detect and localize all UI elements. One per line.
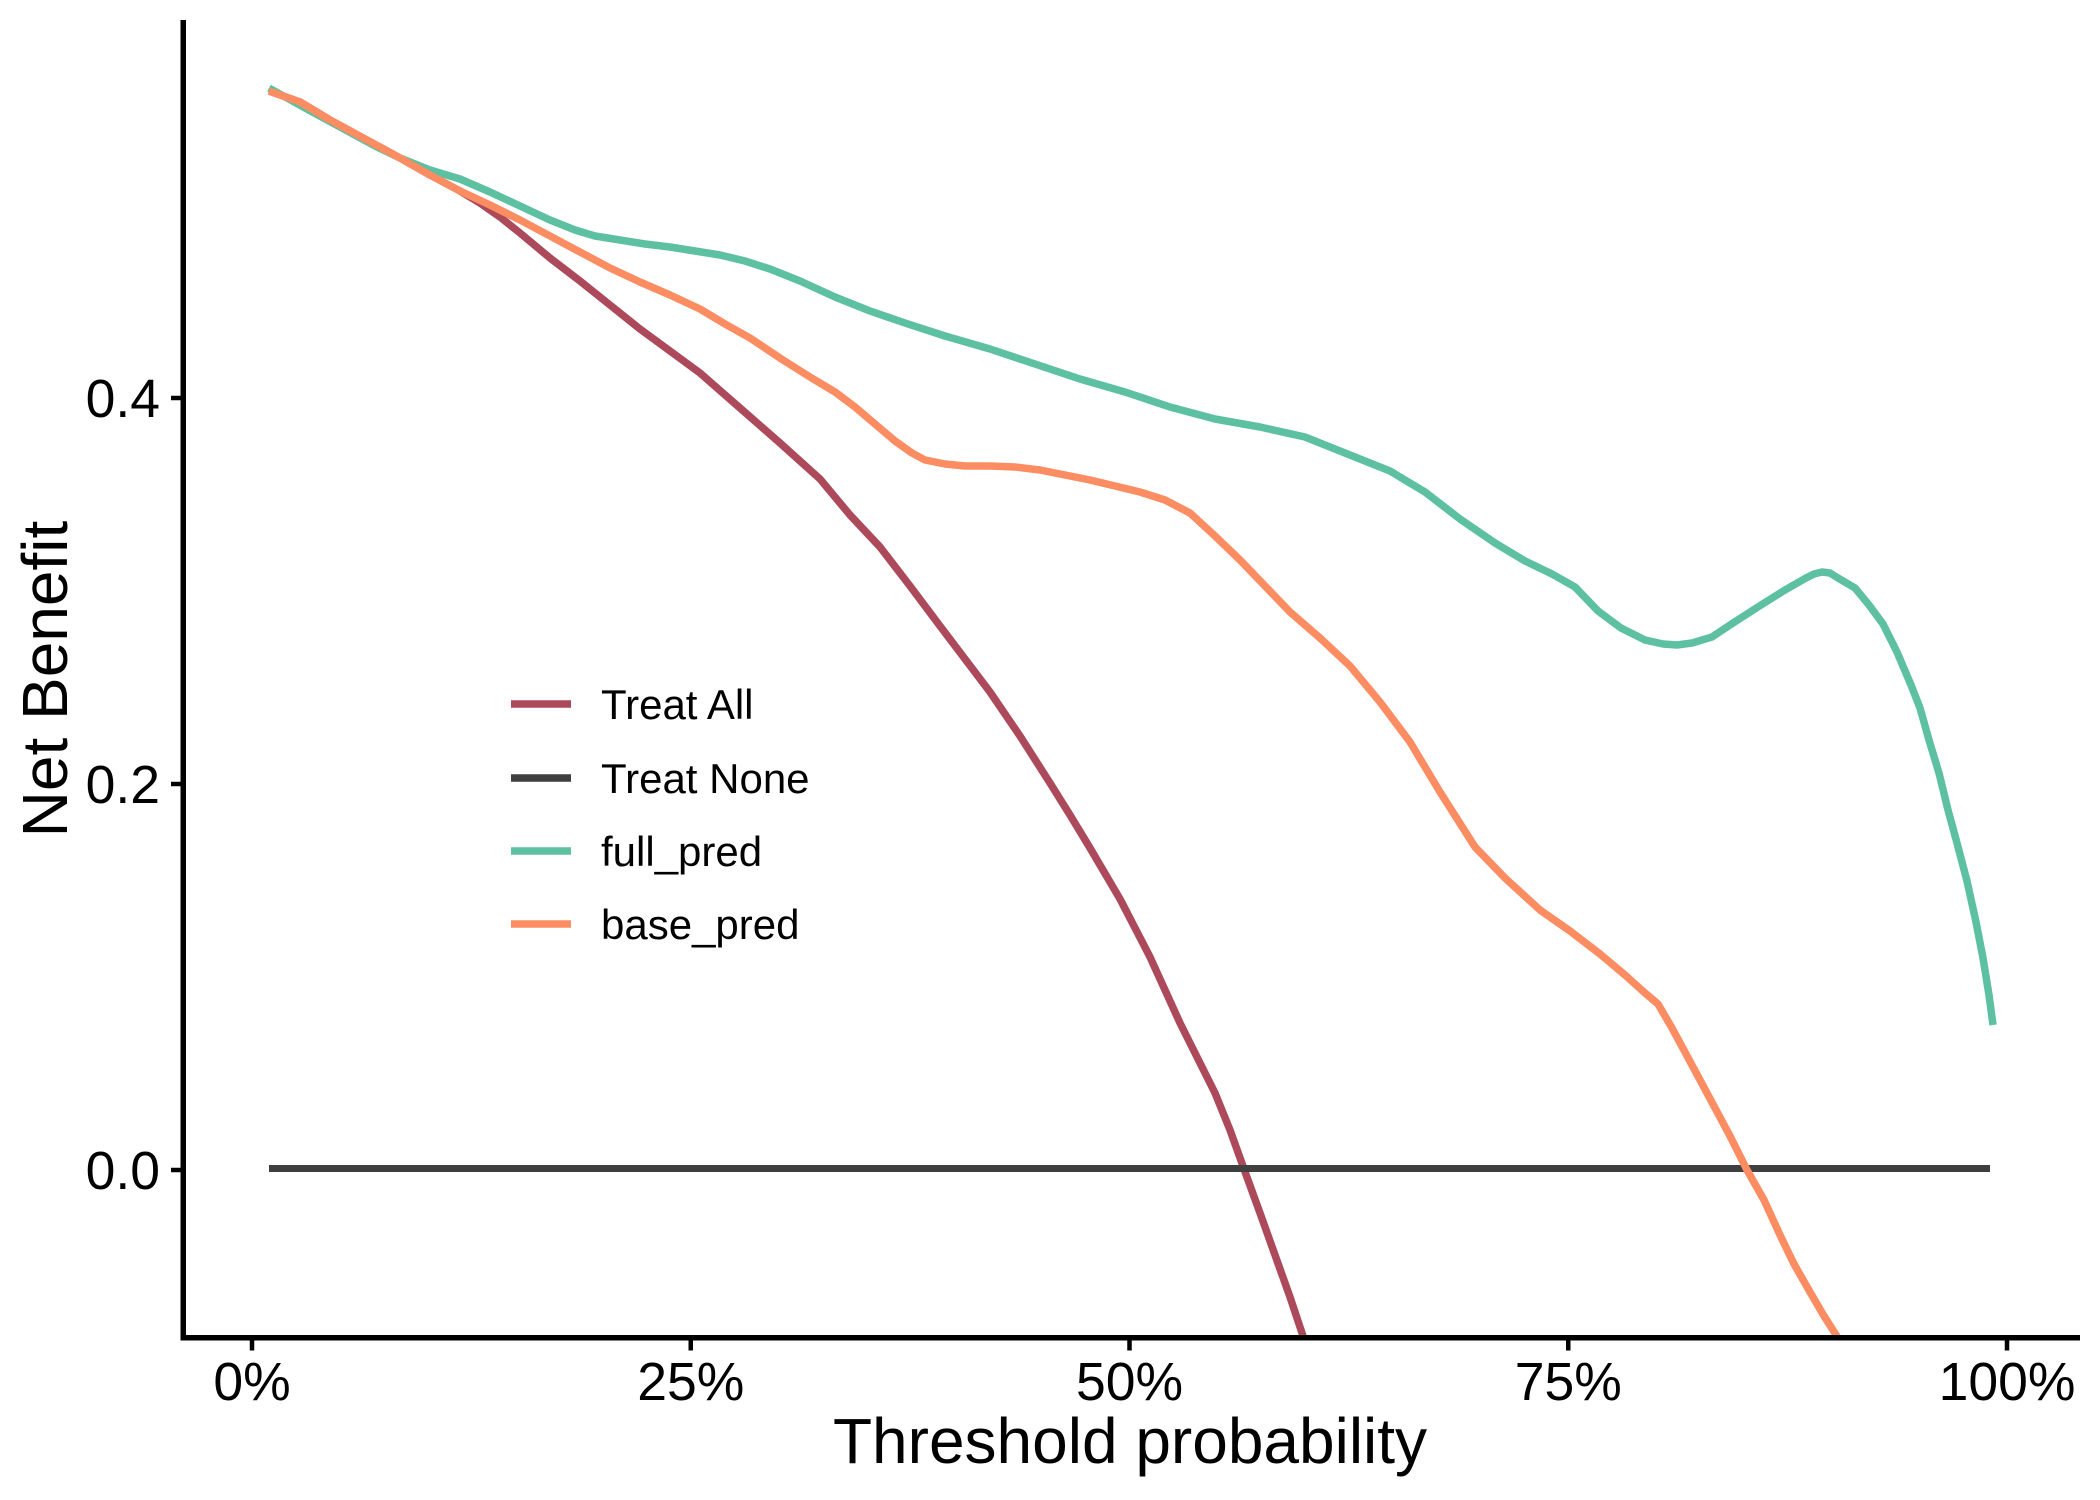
- svg-text:full_pred: full_pred: [601, 828, 762, 875]
- svg-text:100%: 100%: [1939, 1353, 2076, 1412]
- svg-text:Treat All: Treat All: [601, 681, 754, 728]
- svg-text:0.0: 0.0: [86, 1142, 160, 1201]
- svg-text:50%: 50%: [1076, 1353, 1183, 1412]
- svg-text:0.4: 0.4: [86, 370, 160, 429]
- svg-text:25%: 25%: [637, 1353, 744, 1412]
- svg-text:Net Benefit: Net Benefit: [9, 520, 81, 837]
- svg-text:75%: 75%: [1515, 1353, 1622, 1412]
- svg-text:base_pred: base_pred: [601, 901, 800, 948]
- svg-text:Treat None: Treat None: [601, 755, 810, 802]
- svg-text:0%: 0%: [213, 1353, 290, 1412]
- svg-text:0.2: 0.2: [86, 756, 160, 815]
- svg-text:Threshold probability: Threshold probability: [833, 1405, 1427, 1477]
